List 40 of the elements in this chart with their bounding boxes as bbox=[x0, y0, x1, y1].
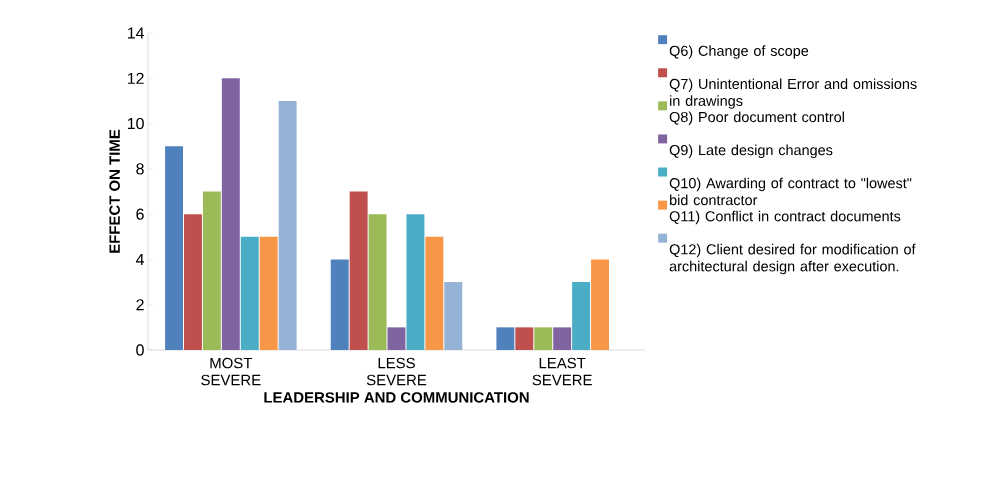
y-tick-label: 12 bbox=[127, 72, 144, 84]
legend-label: Q7) Unintentional Error and omissions in drawings bbox=[669, 78, 917, 109]
bar bbox=[259, 236, 278, 350]
bar bbox=[425, 236, 444, 350]
bar bbox=[591, 259, 609, 350]
y-tick-label: 0 bbox=[136, 344, 144, 356]
legend-label: Q10) Awarding of contract to "lowest" bid contractor bbox=[669, 177, 912, 206]
bar bbox=[387, 327, 406, 350]
legend-label: Q8) Poor document control bbox=[669, 111, 844, 125]
y-tick-label: 10 bbox=[127, 117, 144, 130]
y-axis-title: EFFECT ON TIME bbox=[109, 129, 120, 253]
bar bbox=[444, 282, 463, 350]
x-tick-label: MOST SEVERE bbox=[201, 357, 261, 386]
x-tick-label: LESS SEVERE bbox=[366, 357, 427, 386]
legend-label: Q9) Late design changes bbox=[669, 144, 833, 159]
bar bbox=[406, 214, 425, 350]
x-tick-label: LEAST SEVERE bbox=[532, 357, 592, 386]
legend-label: Q6) Change of scope bbox=[669, 45, 809, 59]
bar bbox=[184, 214, 202, 350]
y-tick-label: 4 bbox=[135, 253, 145, 265]
bar bbox=[349, 191, 368, 350]
bar bbox=[202, 191, 221, 350]
y-tick-label: 6 bbox=[136, 208, 144, 220]
legend-label: Q12) Client desired for modification of architectural design after execution. bbox=[669, 243, 916, 275]
y-tick-label: 14 bbox=[127, 27, 144, 39]
bar bbox=[221, 78, 240, 350]
bar bbox=[553, 327, 572, 350]
bar bbox=[496, 327, 515, 350]
y-tick-label: 2 bbox=[136, 299, 144, 311]
bar bbox=[515, 327, 534, 350]
bar bbox=[330, 259, 349, 350]
legend-label: Q11) Conflict in contract documents bbox=[669, 210, 901, 225]
x-axis-title: LEADERSHIP AND COMMUNICATION bbox=[264, 392, 529, 403]
bar bbox=[572, 282, 591, 350]
bar bbox=[165, 146, 184, 350]
bar bbox=[278, 100, 297, 350]
y-tick-label: 8 bbox=[136, 163, 144, 175]
bar bbox=[534, 327, 553, 350]
bar bbox=[368, 214, 387, 350]
bar bbox=[240, 236, 259, 350]
